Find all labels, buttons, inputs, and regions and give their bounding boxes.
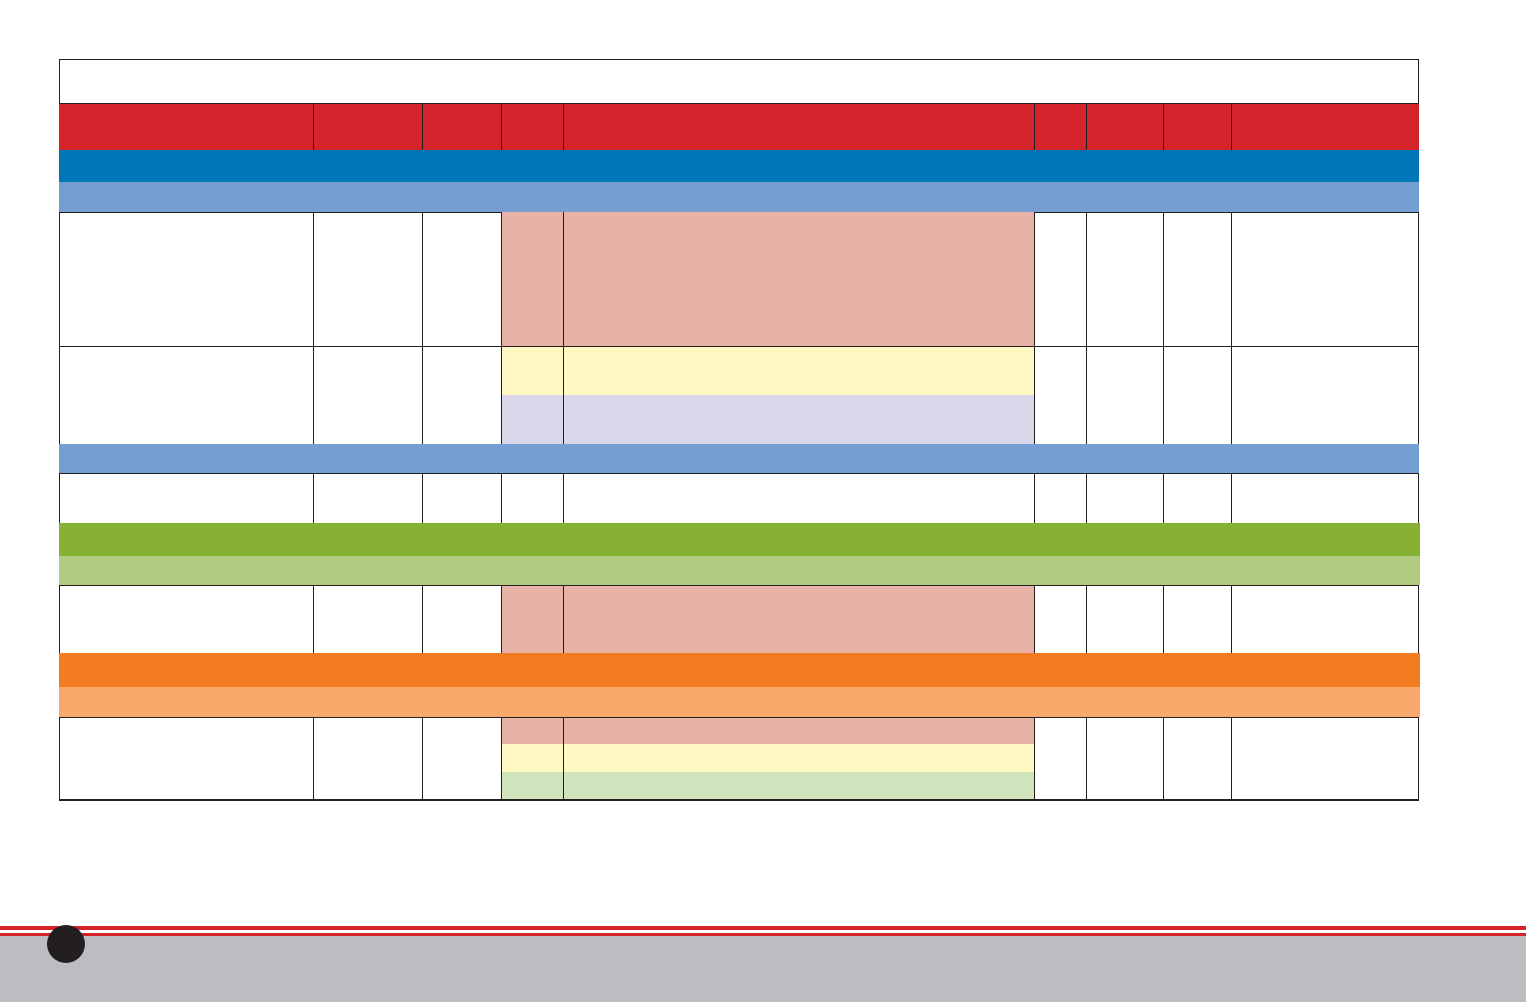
- col-border: [1034, 473, 1035, 523]
- col-border: [563, 212, 564, 444]
- col-border: [422, 473, 423, 523]
- footer-bar: [0, 936, 1526, 1002]
- col-border: [422, 717, 423, 800]
- subsection-band-orange: [59, 687, 1420, 717]
- row-border: [59, 473, 1419, 474]
- subsection-band-blue: [59, 444, 1419, 473]
- rating-cell-green: [501, 772, 1034, 799]
- section-band-green: [59, 523, 1420, 556]
- page-number-badge: [47, 925, 85, 963]
- header-divider: [563, 104, 564, 150]
- table-header-row: [59, 104, 1419, 150]
- col-border: [313, 717, 314, 800]
- col-border: [501, 717, 502, 800]
- col-border: [1418, 212, 1419, 444]
- header-divider: [1086, 104, 1087, 150]
- col-border: [313, 212, 314, 444]
- header-divider: [1034, 104, 1035, 150]
- header-divider: [1231, 104, 1232, 150]
- header-divider: [422, 104, 423, 150]
- col-border: [59, 212, 60, 444]
- col-border: [422, 585, 423, 653]
- rating-cell-red: [501, 212, 1034, 346]
- col-border: [563, 473, 564, 523]
- subsection-band-green: [59, 556, 1420, 585]
- footer-stripe: [0, 926, 1526, 930]
- rating-cell-yellow: [501, 744, 1034, 772]
- col-border: [563, 717, 564, 800]
- col-border: [1163, 585, 1164, 653]
- col-border: [1034, 212, 1035, 444]
- row-border: [59, 585, 1419, 586]
- col-border: [1418, 473, 1419, 523]
- col-border: [1163, 717, 1164, 800]
- col-border: [59, 473, 60, 523]
- col-border: [1163, 212, 1164, 444]
- col-border: [1034, 717, 1035, 800]
- col-border: [1418, 585, 1419, 653]
- section-band-orange: [59, 653, 1420, 687]
- col-border: [1163, 473, 1164, 523]
- col-border: [1086, 473, 1087, 523]
- rating-cell-purple: [501, 395, 1034, 444]
- col-border: [1086, 212, 1087, 444]
- section-band-blue: [59, 150, 1419, 182]
- row-border: [59, 346, 1419, 347]
- table-bottom-border: [59, 799, 1419, 801]
- subsection-band-blue: [59, 182, 1419, 212]
- col-border: [1034, 585, 1035, 653]
- col-border: [563, 585, 564, 653]
- col-border: [1086, 585, 1087, 653]
- footer-stripe: [0, 933, 1526, 936]
- col-border: [1231, 212, 1232, 444]
- col-border: [59, 717, 60, 800]
- rating-cell-red: [501, 586, 1034, 653]
- col-border: [1231, 473, 1232, 523]
- table-title-box: [59, 59, 1419, 104]
- col-border: [1086, 717, 1087, 800]
- footer-stripe: [0, 930, 1526, 933]
- col-border: [501, 212, 502, 444]
- col-border: [1231, 585, 1232, 653]
- col-border: [313, 473, 314, 523]
- header-divider: [501, 104, 502, 150]
- rating-cell-yellow: [501, 347, 1034, 395]
- col-border: [501, 585, 502, 653]
- col-border: [422, 212, 423, 444]
- col-border: [501, 473, 502, 523]
- col-border: [1418, 717, 1419, 800]
- rating-cell-red: [501, 718, 1034, 744]
- col-border: [313, 585, 314, 653]
- header-divider: [313, 104, 314, 150]
- col-border: [1231, 717, 1232, 800]
- row-border: [59, 717, 1419, 718]
- header-divider: [1163, 104, 1164, 150]
- col-border: [59, 585, 60, 653]
